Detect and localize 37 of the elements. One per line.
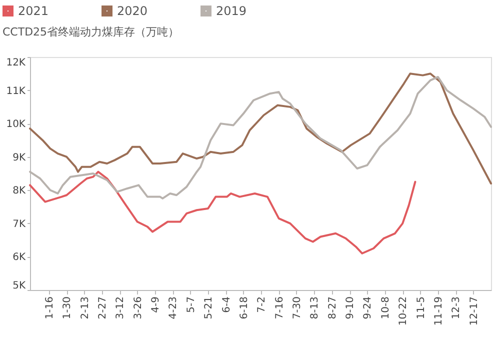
y-tick-label: 5K bbox=[12, 280, 26, 292]
x-tick-label: 6-4 bbox=[221, 296, 232, 313]
y-tick-label: 6K bbox=[12, 252, 26, 264]
x-tick-label: 5-7 bbox=[186, 296, 197, 313]
x-tick-label: 8-13 bbox=[310, 296, 321, 320]
x-tick-label: 1-16 bbox=[44, 296, 56, 320]
y-tick-label: 7K bbox=[12, 218, 26, 230]
x-tick-label: 3-26 bbox=[132, 296, 144, 320]
x-tick-label: 9-24 bbox=[362, 296, 374, 320]
x-tick-label: 10-8 bbox=[380, 296, 392, 320]
y-tick-label: 12K bbox=[6, 58, 26, 68]
x-tick-label: 2-13 bbox=[80, 296, 91, 320]
x-tick-label: 11-19 bbox=[433, 296, 444, 326]
x-tick-label: 7-2 bbox=[256, 296, 268, 313]
x-tick-label: 4-23 bbox=[168, 296, 180, 320]
x-tick-label: 10-22 bbox=[398, 296, 410, 326]
legend-label: 2019 bbox=[216, 4, 247, 18]
x-tick-label: 7-30 bbox=[292, 296, 303, 320]
y-tick-label: 8K bbox=[12, 186, 26, 197]
y-tick-label: 9K bbox=[12, 152, 26, 164]
x-tick-label: 12-17 bbox=[468, 296, 480, 326]
x-tick-label: 9-10 bbox=[345, 296, 356, 320]
x-tick-label: 12-3 bbox=[451, 296, 462, 320]
x-tick-label: 5-21 bbox=[204, 296, 215, 320]
y-axis-title: CCTD25省终端动力煤库存（万吨） bbox=[2, 26, 180, 38]
y-tick-label: 10K bbox=[6, 119, 26, 130]
x-tick-label: 2-27 bbox=[97, 296, 108, 320]
x-tick-label: 1-30 bbox=[62, 296, 74, 320]
y-tick-label: 11K bbox=[6, 86, 26, 97]
x-tick-label: 4-9 bbox=[150, 296, 162, 313]
legend-label: 2020 bbox=[117, 4, 148, 18]
x-tick-label: 6-18 bbox=[238, 296, 250, 320]
x-tick-label: 7-16 bbox=[274, 296, 286, 320]
x-tick-label: 11-5 bbox=[416, 296, 427, 320]
legend-label: 2021 bbox=[18, 4, 49, 18]
x-tick-label: 8-27 bbox=[327, 296, 338, 320]
x-tick-label: 3-12 bbox=[115, 296, 126, 320]
